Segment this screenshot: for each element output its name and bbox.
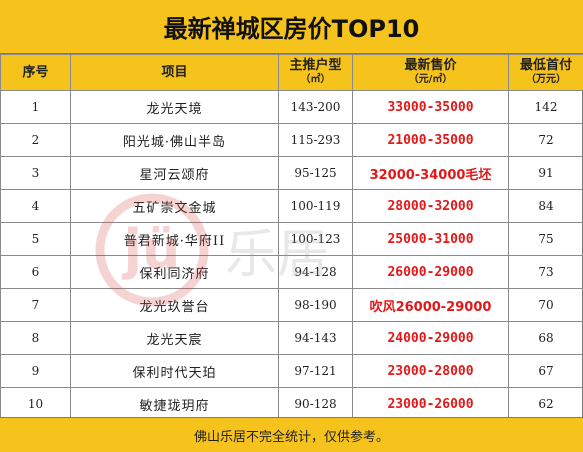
page-title: 最新禅城区房价TOP10: [0, 0, 583, 54]
cell-unit-type: 115-293: [278, 123, 353, 157]
header-project: 项目: [70, 54, 279, 91]
cell-price: 25000-31000: [352, 222, 509, 256]
header-price-unit: （元/㎡）: [408, 73, 453, 85]
cell-price: 23000-28000: [352, 354, 509, 388]
cell-project: 普君新城·华府II: [70, 222, 279, 256]
cell-unit-type: 100-123: [278, 222, 353, 256]
cell-index: 7: [0, 288, 71, 322]
cell-project: 龙光天宸: [70, 321, 279, 355]
price-table: 序号 项目 主推户型 （㎡） 最新售价 （元/㎡） 最低首付 （万元） 1 龙光…: [0, 54, 583, 421]
cell-unit-type: 98-190: [278, 288, 353, 322]
cell-price: 28000-32000: [352, 189, 509, 223]
table-row: 5 普君新城·华府II 100-123 25000-31000 75: [0, 222, 583, 256]
table-row: 3 星河云颂府 95-125 32000-34000毛坯 91: [0, 156, 583, 190]
cell-down-payment: 142: [508, 90, 583, 124]
cell-down-payment: 91: [508, 156, 583, 190]
cell-price: 24000-29000: [352, 321, 509, 355]
cell-unit-type: 100-119: [278, 189, 353, 223]
cell-index: 4: [0, 189, 71, 223]
table-row: 1 龙光天境 143-200 33000-35000 142: [0, 90, 583, 124]
cell-unit-type: 90-128: [278, 387, 353, 421]
table-row: 10 敏捷珑玥府 90-128 23000-26000 62: [0, 387, 583, 421]
cell-down-payment: 67: [508, 354, 583, 388]
cell-index: 10: [0, 387, 71, 421]
cell-index: 1: [0, 90, 71, 124]
table-row: 7 龙光玖誉台 98-190 吹风26000-29000 70: [0, 288, 583, 322]
header-index: 序号: [0, 54, 71, 91]
cell-price: 33000-35000: [352, 90, 509, 124]
cell-down-payment: 70: [508, 288, 583, 322]
cell-index: 6: [0, 255, 71, 289]
cell-project: 保利时代天珀: [70, 354, 279, 388]
cell-project: 龙光天境: [70, 90, 279, 124]
header-down-payment: 最低首付 （万元）: [508, 54, 583, 91]
table-row: 8 龙光天宸 94-143 24000-29000 68: [0, 321, 583, 355]
cell-project: 五矿崇文金城: [70, 189, 279, 223]
header-unit-type-unit: （㎡）: [300, 73, 331, 85]
cell-project: 星河云颂府: [70, 156, 279, 190]
cell-price: 23000-26000: [352, 387, 509, 421]
cell-project: 敏捷珑玥府: [70, 387, 279, 421]
header-down-payment-unit: （万元）: [526, 73, 566, 85]
cell-project: 保利同济府: [70, 255, 279, 289]
footer-note: 佛山乐居不完全统计，仅供参考。: [0, 417, 583, 452]
table-row: 4 五矿崇文金城 100-119 28000-32000 84: [0, 189, 583, 223]
cell-unit-type: 95-125: [278, 156, 353, 190]
cell-project: 龙光玖誉台: [70, 288, 279, 322]
cell-price: 21000-35000: [352, 123, 509, 157]
header-price: 最新售价 （元/㎡）: [352, 54, 509, 91]
cell-down-payment: 72: [508, 123, 583, 157]
cell-unit-type: 94-128: [278, 255, 353, 289]
cell-index: 5: [0, 222, 71, 256]
cell-unit-type: 94-143: [278, 321, 353, 355]
table-row: 6 保利同济府 94-128 26000-29000 73: [0, 255, 583, 289]
cell-index: 8: [0, 321, 71, 355]
cell-unit-type: 143-200: [278, 90, 353, 124]
table-header-row: 序号 项目 主推户型 （㎡） 最新售价 （元/㎡） 最低首付 （万元）: [0, 54, 583, 91]
cell-index: 9: [0, 354, 71, 388]
table-row: 2 阳光城·佛山半岛 115-293 21000-35000 72: [0, 123, 583, 157]
header-unit-type: 主推户型 （㎡）: [278, 54, 353, 91]
cell-project: 阳光城·佛山半岛: [70, 123, 279, 157]
cell-down-payment: 62: [508, 387, 583, 421]
cell-price: 26000-29000: [352, 255, 509, 289]
cell-down-payment: 68: [508, 321, 583, 355]
cell-down-payment: 84: [508, 189, 583, 223]
cell-down-payment: 73: [508, 255, 583, 289]
table-row: 9 保利时代天珀 97-121 23000-28000 67: [0, 354, 583, 388]
cell-price: 吹风26000-29000: [352, 288, 509, 322]
cell-unit-type: 97-121: [278, 354, 353, 388]
cell-index: 2: [0, 123, 71, 157]
cell-price: 32000-34000毛坯: [352, 156, 509, 190]
cell-index: 3: [0, 156, 71, 190]
cell-down-payment: 75: [508, 222, 583, 256]
